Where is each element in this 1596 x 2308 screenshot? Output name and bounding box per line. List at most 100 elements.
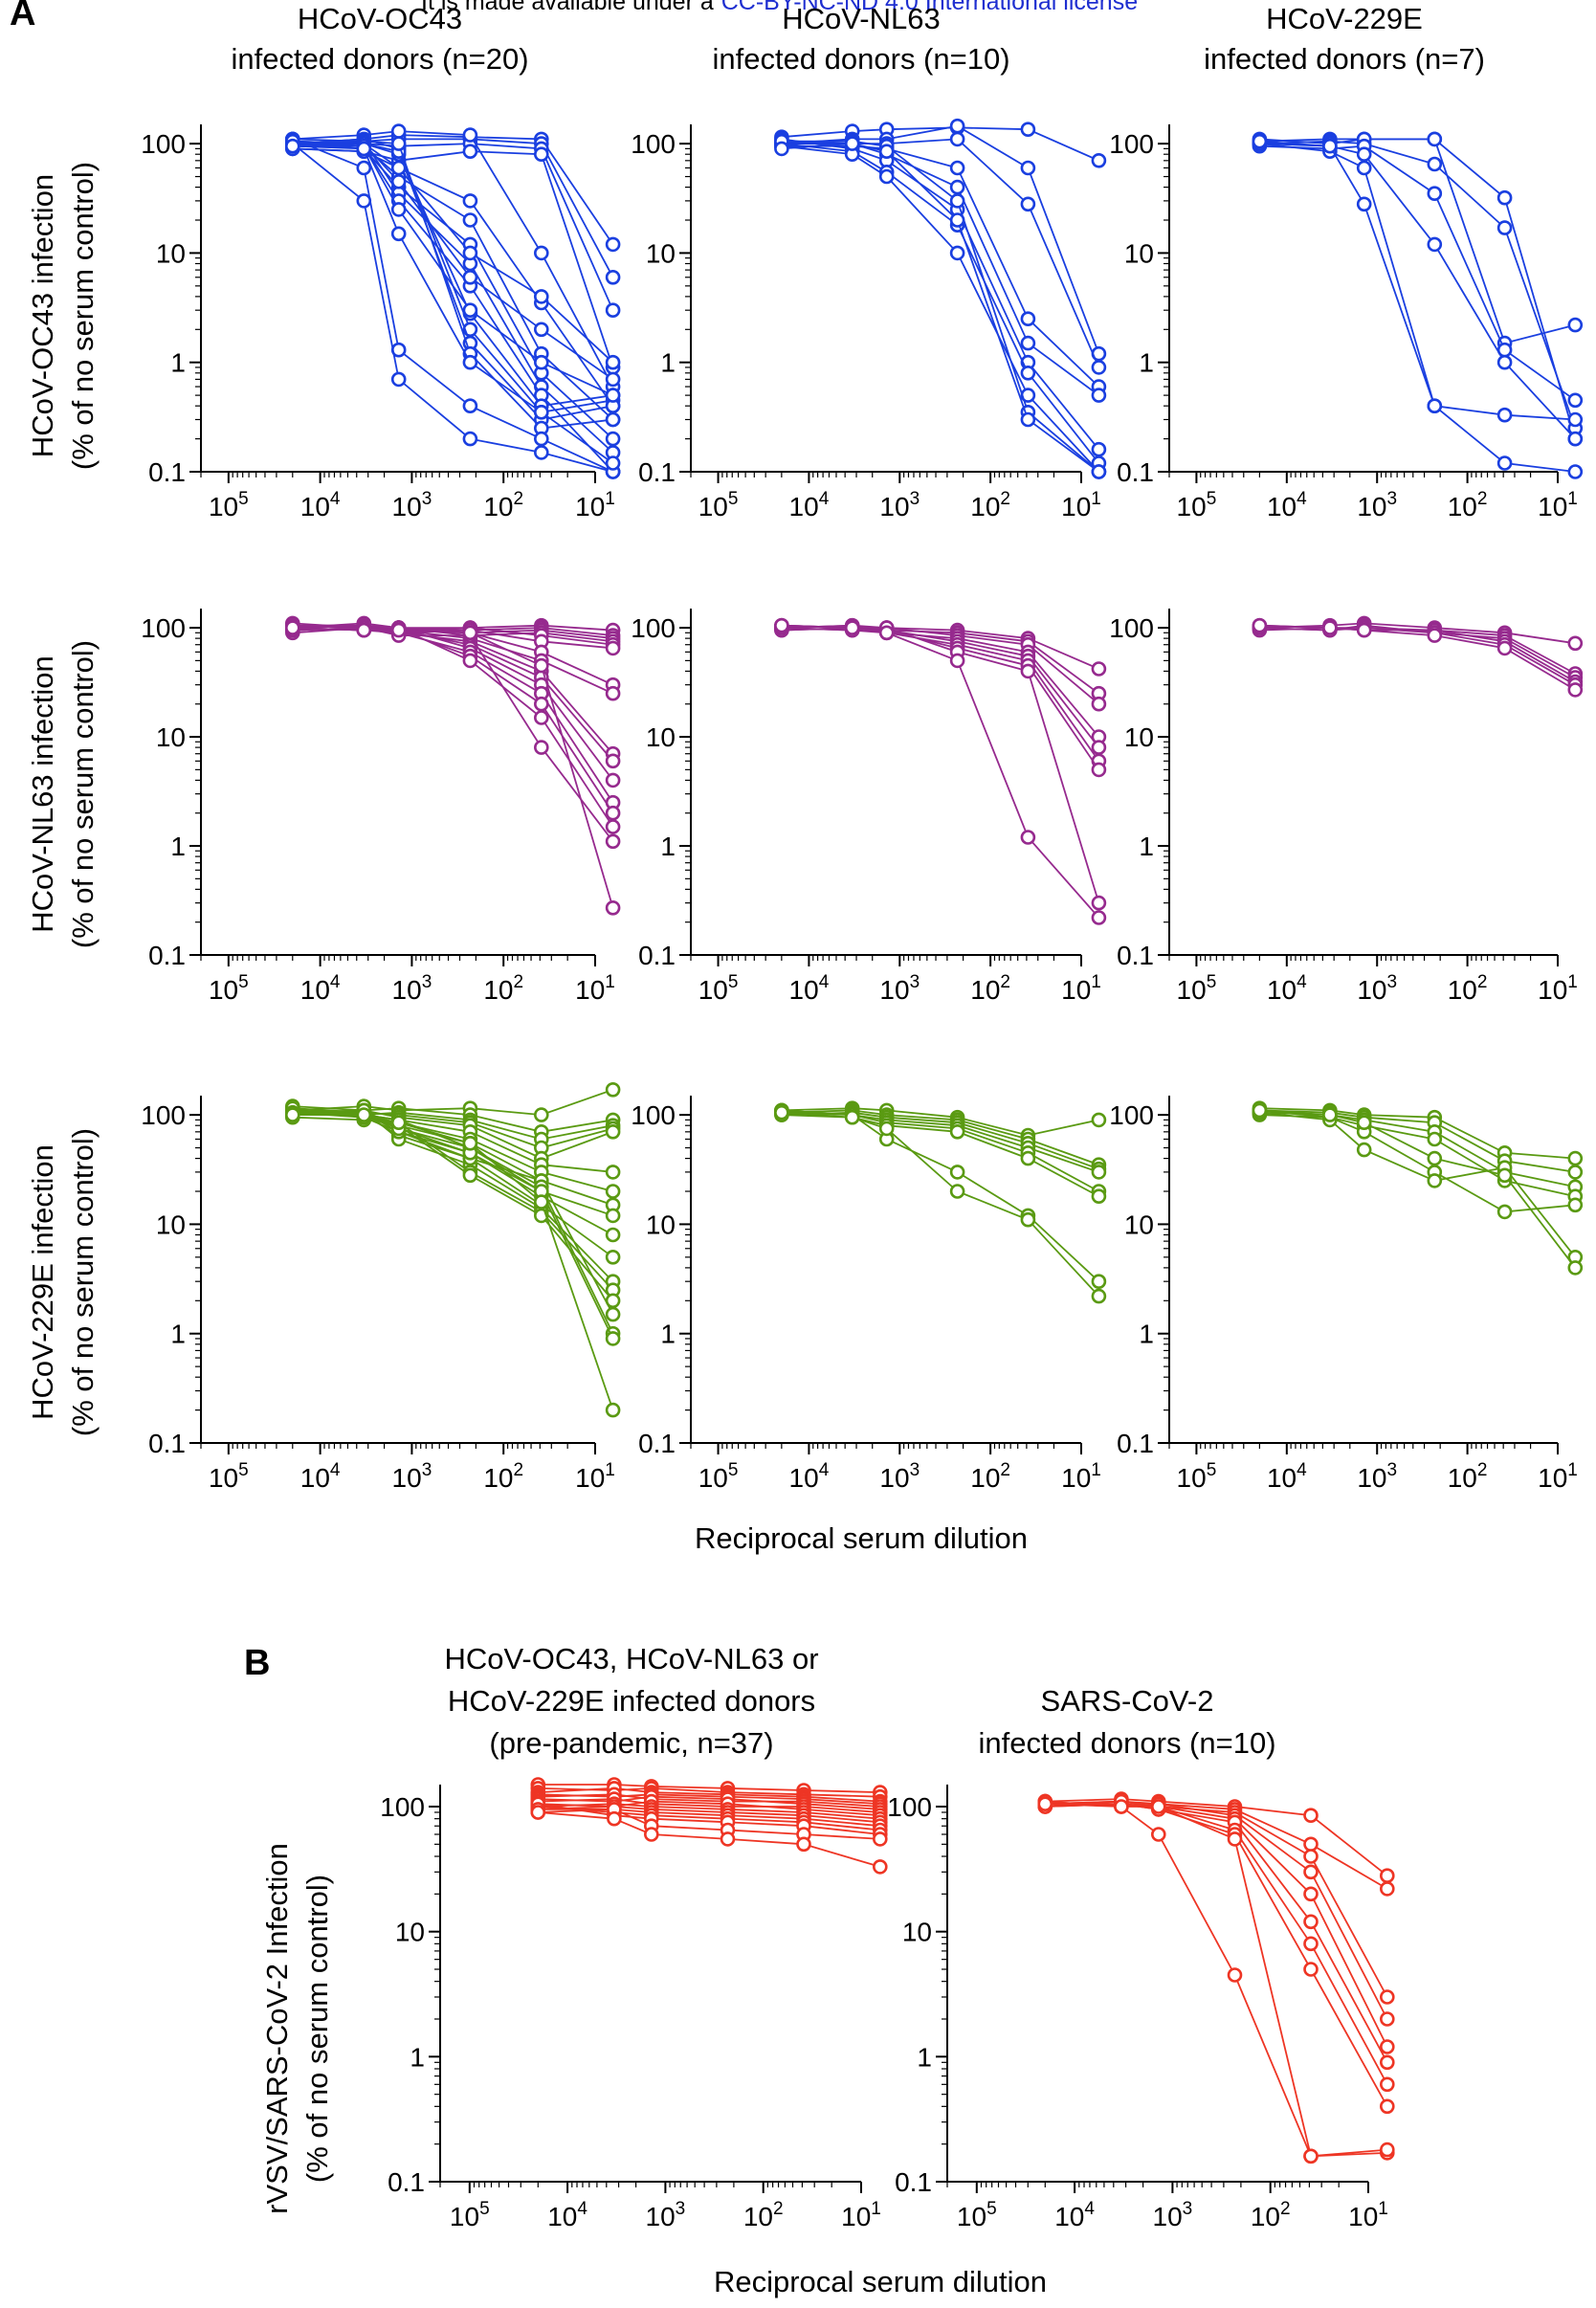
data-point [1427,398,1443,414]
series-line [1045,1800,1387,2158]
data-point [533,322,549,338]
b-col2-title-line1: SARS-CoV-2 [1041,1684,1214,1718]
series-line [781,138,1100,368]
data-point [1091,441,1107,457]
header-license-link[interactable]: CC-BY-NC-ND 4.0 International license [721,0,1138,15]
series-line [292,138,613,413]
y-tick-label: 10 [902,1918,932,1947]
data-point [1091,360,1107,375]
series-3 [774,620,1107,712]
x-tick-label: 105 [209,1460,249,1493]
panel-b-ylabel-line2: (% of no serum control) [300,1875,334,2183]
series-4 [774,620,1107,744]
data-point [1252,1102,1268,1119]
data-point [1303,1864,1319,1880]
data-point [605,302,621,319]
data-point [1380,2098,1395,2115]
data-point [1567,431,1584,447]
series-11 [284,133,621,414]
series-line [292,140,613,430]
data-point [1567,682,1584,698]
data-point [1322,620,1338,635]
y-tick-label: 10 [1124,1209,1154,1239]
y-tick-label: 0.1 [1117,941,1154,970]
data-point [284,1107,300,1122]
panel-b-letter: B [244,1643,270,1683]
series-4 [1252,1102,1584,1204]
data-point [844,1109,860,1125]
series-14 [284,617,621,834]
series-3 [284,133,621,319]
series-line [781,126,1099,162]
data-point [878,625,895,641]
data-point [1427,131,1443,147]
x-tick-label: 104 [1267,489,1307,522]
series-line [538,1809,880,1840]
series-line [781,627,1100,903]
series-line [1045,1803,1387,2158]
x-tick-label: 104 [1054,2199,1095,2231]
y-tick-label: 1 [410,2042,425,2072]
data-point [605,1227,621,1243]
data-point [1227,1967,1243,1983]
series-12 [284,1102,621,1289]
data-point [1380,2142,1395,2158]
data-point [1567,392,1584,409]
data-point [1380,2011,1395,2027]
data-point [1303,1808,1319,1823]
data-point [605,1208,621,1224]
data-point [1427,1150,1443,1166]
data-point [1151,1827,1166,1842]
x-tick-label: 102 [970,489,1010,522]
b-col1-title-line3: (pre-pandemic, n=37) [489,1726,773,1760]
data-point [462,1136,478,1151]
b-col2-title-line2: infected donors (n=10) [978,1726,1275,1760]
series-line [1259,1109,1576,1173]
y-tick-label: 10 [156,722,186,752]
data-point [1427,1131,1443,1147]
data-point [774,1104,789,1121]
row-ylabel-229e-line2: (% of no serum control) [66,1128,100,1436]
x-tick-label: 103 [879,972,920,1005]
data-point [1091,1165,1107,1180]
data-point [1303,1936,1319,1952]
data-point [605,1165,621,1180]
series-9 [1037,1793,1395,2164]
y-tick-label: 1 [1139,832,1154,861]
y-tick-label: 1 [660,348,676,378]
data-point [1356,622,1372,638]
data-point [949,212,965,228]
data-point [462,1167,478,1184]
y-tick-label: 100 [1109,613,1154,643]
data-point [533,354,549,370]
series-9 [774,617,1107,925]
data-point [1091,388,1107,403]
data-point [1322,1107,1338,1122]
x-tick-label: 101 [575,972,615,1005]
data-point [1567,1197,1584,1213]
series-line [1045,1800,1388,1890]
data-point [1380,2054,1395,2071]
data-point [1380,1989,1395,2005]
x-tick-label: 102 [483,489,523,522]
series-line [1259,624,1576,678]
data-point [356,1107,372,1122]
header-note: It is made available under a [421,0,714,15]
series-line [292,130,614,388]
x-tick-label: 104 [789,489,830,522]
data-point [533,445,549,460]
data-point [533,1194,549,1209]
data-point [796,1836,811,1853]
series-1 [1252,615,1584,652]
x-tick-label: 105 [698,972,739,1005]
x-tick-label: 105 [1177,489,1217,522]
x-tick-label: 104 [1267,972,1307,1005]
series-line [292,143,613,421]
series-line [538,1793,880,1808]
data-point [1091,464,1107,479]
series-6 [1252,136,1584,428]
series-line [1259,624,1576,691]
panel-b-ylabel-line1: rVSV/SARS-CoV-2 Infection [260,1843,294,2214]
data-point [607,1810,622,1827]
